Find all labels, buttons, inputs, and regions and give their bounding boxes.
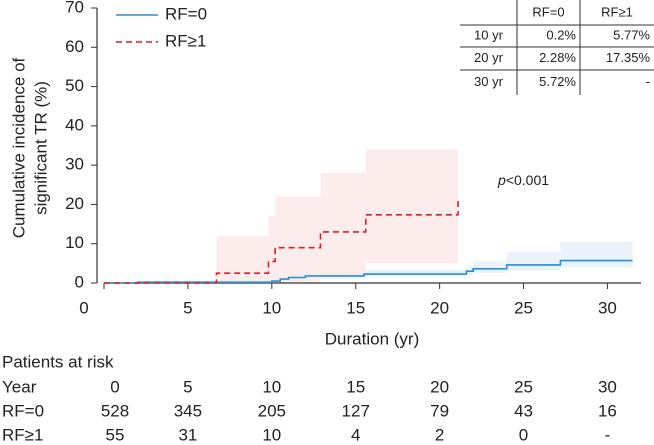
confidence-band	[473, 261, 507, 274]
risk-row-label: Year	[2, 377, 37, 396]
risk-year: 0	[110, 377, 119, 396]
y-tick-label: 50	[65, 76, 84, 95]
risk-count: 127	[342, 401, 370, 420]
confidence-band	[506, 251, 561, 271]
y-tick-label: 70	[65, 0, 84, 16]
risk-year: 20	[430, 377, 449, 396]
table-cell: -	[646, 74, 650, 89]
table-row-label: 20 yr	[474, 50, 504, 65]
confidence-band	[560, 241, 633, 268]
risk-count: 205	[258, 401, 286, 420]
x-tick-label: 10	[262, 298, 281, 317]
annotation-italic: p	[497, 172, 506, 188]
risk-count: 528	[101, 401, 129, 420]
x-tick-label: 25	[514, 298, 533, 317]
y-tick-label: 20	[65, 194, 84, 213]
y-tick-label: 30	[65, 155, 84, 174]
table-header: RF=0	[532, 4, 564, 19]
risk-year: 5	[183, 377, 192, 396]
risk-row-label: RF=0	[2, 401, 44, 420]
risk-count: -	[605, 425, 611, 444]
legend-label: RF≥1	[165, 31, 206, 50]
risk-year: 25	[514, 377, 533, 396]
x-tick-label: 20	[430, 298, 449, 317]
table-cell: 17.35%	[606, 50, 651, 65]
risk-year: 10	[262, 377, 281, 396]
x-axis-label: Duration (yr)	[325, 329, 419, 348]
risk-count: 16	[598, 401, 617, 420]
risk-count: 31	[178, 425, 197, 444]
y-axis-label: Cumulative incidence of	[9, 57, 28, 238]
y-axis-label: significant TR (%)	[31, 81, 50, 215]
y-tick-label: 10	[65, 233, 84, 252]
x-tick-label: 30	[598, 298, 617, 317]
confidence-band	[216, 235, 269, 283]
table-header: RF≥1	[601, 4, 633, 19]
step-line	[104, 259, 633, 284]
legend-label: RF=0	[165, 4, 207, 23]
risk-title: Patients at risk	[2, 352, 114, 371]
y-tick-label: 0	[75, 272, 84, 291]
risk-year: 30	[598, 377, 617, 396]
confidence-band	[268, 216, 276, 283]
risk-count: 55	[106, 425, 125, 444]
risk-count: 4	[351, 425, 360, 444]
risk-count: 2	[435, 425, 444, 444]
annotation-text: <0.001	[506, 172, 549, 188]
y-tick-label: 40	[65, 115, 84, 134]
table-cell: 2.28%	[539, 50, 576, 65]
risk-row-label: RF≥1	[2, 425, 43, 444]
risk-count: 10	[262, 425, 281, 444]
confidence-band	[275, 196, 321, 283]
y-tick-label: 60	[65, 37, 84, 56]
table-cell: 0.2%	[546, 27, 576, 42]
risk-year: 15	[346, 377, 365, 396]
risk-count: 43	[514, 401, 533, 420]
x-tick-label: 0	[79, 298, 88, 317]
annotation: p<0.001	[497, 172, 549, 188]
table-row-label: 10 yr	[474, 27, 504, 42]
table-cell: 5.77%	[613, 27, 650, 42]
table-cell: 5.72%	[539, 74, 576, 89]
table-row-label: 30 yr	[474, 74, 504, 89]
risk-count: 345	[174, 401, 202, 420]
x-tick-label: 5	[183, 298, 192, 317]
confidence-band	[320, 173, 366, 276]
risk-count: 79	[430, 401, 449, 420]
confidence-band	[365, 149, 459, 264]
step-line	[104, 198, 459, 284]
risk-count: 0	[519, 425, 528, 444]
x-tick-label: 15	[346, 298, 365, 317]
